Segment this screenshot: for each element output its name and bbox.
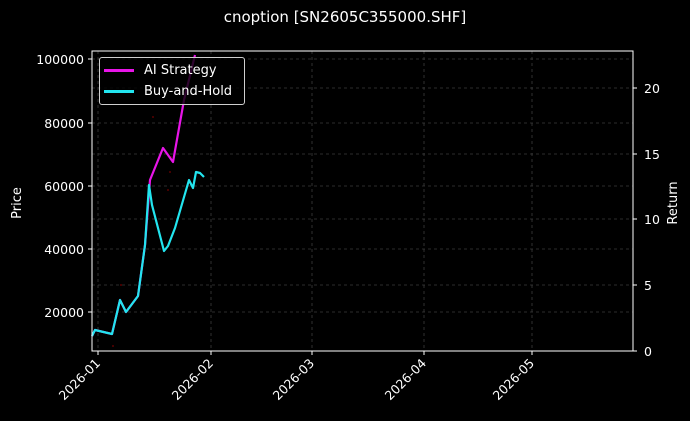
chart-legend: AI Strategy Buy-and-Hold [99,57,245,105]
legend-item-ai-strategy: AI Strategy [104,60,217,80]
legend-item-buy-and-hold: Buy-and-Hold [104,81,232,101]
price-markers [112,116,172,347]
x-tick-label: 2026-03 [270,356,318,404]
y-tick-label: 80000 [44,116,84,131]
plot-frame [91,50,634,352]
grid-lines [92,51,633,351]
y-right-tick-label: 20 [644,81,660,96]
y-axis-right [633,87,637,352]
legend-label: Buy-and-Hold [144,83,233,99]
y-axis-left [88,58,92,313]
x-tick-label: 2026-02 [169,356,217,404]
y-axis-label: Price [10,187,25,219]
y-tick-label: 20000 [44,305,84,320]
y-right-tick-label: 15 [644,147,660,162]
y-tick-label: 60000 [44,179,84,194]
chart-title: cnoption [SN2605C355000.SHF] [223,8,467,26]
legend-label: AI Strategy [144,62,217,78]
y-right-tick-label: 0 [644,344,652,359]
y-tick-label: 100000 [36,52,84,67]
buy-and-hold-swatch-icon [104,89,134,93]
x-tick-label: 2026-05 [490,356,538,404]
y-right-axis-label: Return [666,181,681,224]
y-right-tick-label: 5 [644,278,652,293]
y-tick-label: 40000 [44,242,84,257]
y-right-tick-label: 10 [644,212,660,227]
x-axis [97,351,533,355]
x-tick-label: 2026-01 [56,356,104,404]
ai-strategy-swatch-icon [104,68,134,72]
x-tick-label: 2026-04 [382,355,430,403]
buy-and-hold-line [91,170,205,337]
